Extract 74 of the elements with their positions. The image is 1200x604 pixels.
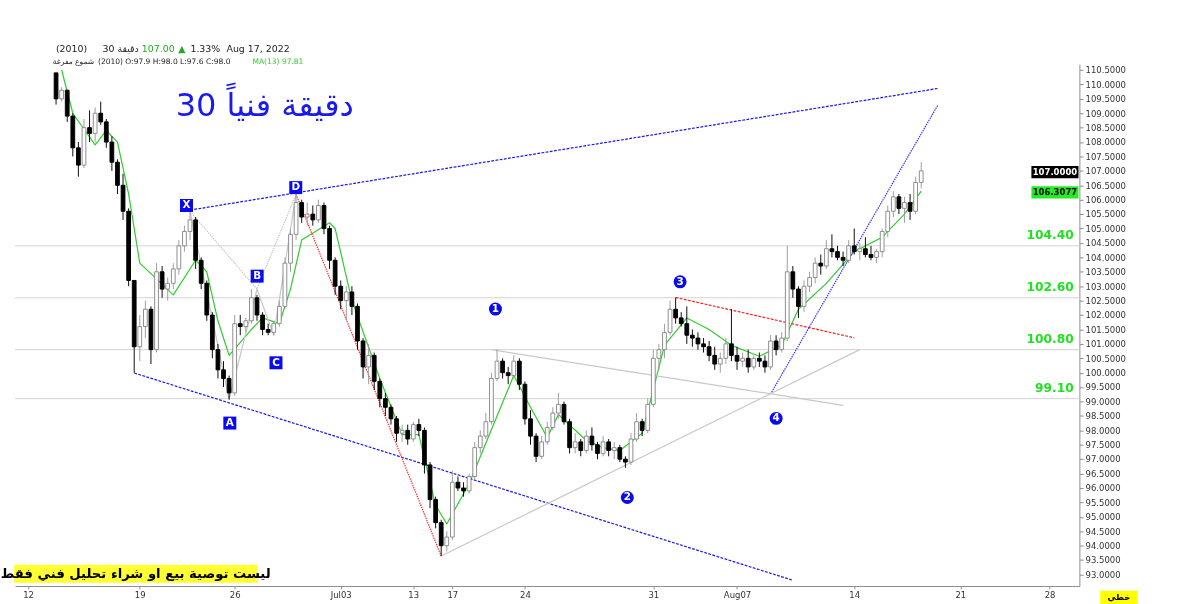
y-tick-label: 97.5000 — [1085, 440, 1121, 451]
x-tick-label: 19 — [134, 589, 146, 600]
y-tick-label: 104.0000 — [1085, 252, 1126, 263]
x-tick-label: 21 — [955, 589, 967, 600]
x-tick-label: 31 — [648, 589, 660, 600]
annotation: A — [225, 415, 234, 428]
y-tick-label: 104.5000 — [1085, 238, 1126, 249]
text: 30 دقيقة فنياً — [175, 81, 354, 125]
ref-line-label: 104.40 — [1026, 228, 1074, 243]
x-tick-label: Aug07 — [723, 589, 752, 600]
text: خطي — [1107, 592, 1131, 603]
y-tick-label: 101.0000 — [1085, 339, 1126, 350]
y-tick-label: 107.0000 — [1085, 166, 1126, 177]
ref-line-label: 100.80 — [1026, 332, 1074, 347]
x-tick-label: Jul03 — [329, 589, 352, 600]
y-tick-label: 95.0000 — [1085, 512, 1121, 523]
annotation: (2010) O:97.9 H:98.0 L:97.6 C:98.0 — [97, 57, 231, 67]
y-tick-label: 109.5000 — [1085, 94, 1126, 105]
ref-line-label: 102.60 — [1026, 280, 1074, 295]
y-tick-label: 105.0000 — [1085, 223, 1126, 234]
y-tick-label: 102.0000 — [1085, 310, 1126, 321]
y-tick-label: 110.0000 — [1085, 79, 1126, 90]
annotation: MA(13) 97.81 — [252, 57, 304, 67]
y-tick-label: 103.5000 — [1085, 267, 1126, 278]
y-tick-label: 107.5000 — [1085, 151, 1126, 162]
annotation: 107.0000 — [1032, 166, 1078, 177]
y-tick-label: 108.0000 — [1085, 137, 1126, 148]
y-tick-label: 94.5000 — [1085, 526, 1121, 537]
x-tick-label: 28 — [1044, 589, 1056, 600]
x-tick-label: 24 — [520, 589, 531, 600]
annotation: شموع مفرغة — [52, 57, 95, 67]
y-tick-label: 109.0000 — [1085, 108, 1126, 119]
text: 107.00 — [141, 42, 175, 54]
y-tick-label: 106.5000 — [1085, 180, 1126, 191]
y-tick-label: 93.5000 — [1085, 555, 1121, 566]
y-tick-label: 101.5000 — [1085, 324, 1126, 335]
y-tick-label: 93.0000 — [1085, 569, 1121, 580]
ref-line-label: 99.10 — [1035, 381, 1074, 396]
annotation: 3 — [676, 274, 684, 287]
text: Aug 17, 2022 — [226, 42, 290, 54]
y-tick-label: 98.0000 — [1085, 425, 1121, 436]
y-tick-label: 96.0000 — [1085, 483, 1121, 494]
x-tick-label: 17 — [447, 589, 459, 600]
y-tick-label: 106.0000 — [1085, 195, 1126, 206]
y-tick-label: 97.0000 — [1085, 454, 1121, 465]
annotation: 2 — [623, 490, 631, 503]
y-tick-label: 98.5000 — [1085, 411, 1121, 422]
y-tick-label: 94.0000 — [1085, 540, 1121, 551]
y-tick-label: 96.5000 — [1085, 468, 1121, 479]
text: (2010) — [55, 42, 88, 54]
y-tick-label: 95.5000 — [1085, 497, 1121, 508]
x-tick-label: 26 — [229, 589, 241, 600]
text: 1.33% — [190, 42, 221, 54]
x-tick-label: 12 — [23, 589, 35, 600]
x-tick-label: 13 — [408, 589, 420, 600]
y-tick-label: 103.0000 — [1085, 281, 1126, 292]
text: 30 دقيقة — [102, 42, 139, 54]
y-tick-label: 102.5000 — [1085, 295, 1126, 306]
y-tick-label: 100.0000 — [1085, 367, 1126, 378]
y-tick-label: 105.5000 — [1085, 209, 1126, 220]
y-tick-label: 110.5000 — [1085, 65, 1126, 76]
annotation: 106.3077 — [1032, 187, 1078, 198]
y-tick-label: 99.0000 — [1085, 396, 1121, 407]
y-tick-label: 108.5000 — [1085, 122, 1126, 133]
y-tick-label: 100.5000 — [1085, 353, 1126, 364]
annotation: X — [182, 198, 191, 211]
annotation: 1 — [491, 301, 500, 314]
annotation: D — [291, 180, 301, 193]
y-tick-label: 99.5000 — [1085, 382, 1121, 393]
annotation: 4 — [772, 411, 780, 424]
annotation: B — [253, 268, 262, 281]
text: ▲ — [178, 42, 187, 54]
annotation: C — [272, 355, 280, 368]
x-tick-label: 14 — [849, 589, 861, 600]
